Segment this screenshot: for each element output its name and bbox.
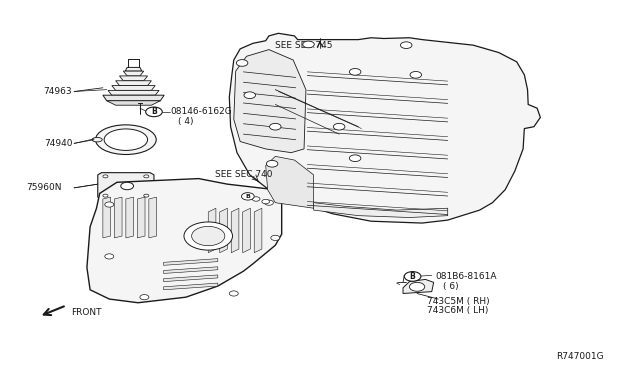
Polygon shape [138,197,145,238]
Polygon shape [229,33,540,223]
Text: SEE SEC.740: SEE SEC.740 [214,170,272,179]
Polygon shape [164,267,218,273]
Text: ( 4): ( 4) [178,118,194,126]
Polygon shape [164,283,218,290]
Circle shape [269,124,281,130]
Circle shape [252,197,260,201]
Circle shape [140,295,149,300]
Text: B: B [410,272,415,281]
Circle shape [401,42,412,48]
Circle shape [404,272,421,281]
Polygon shape [164,275,218,282]
Circle shape [184,222,232,250]
Circle shape [271,235,280,240]
Polygon shape [234,49,306,153]
Text: ( 6): ( 6) [444,282,459,291]
Polygon shape [112,86,156,90]
Polygon shape [116,81,152,86]
Circle shape [349,68,361,75]
Polygon shape [120,76,148,81]
Circle shape [105,254,114,259]
Polygon shape [208,208,216,253]
Polygon shape [254,208,262,253]
Circle shape [121,182,134,190]
Ellipse shape [104,129,148,150]
Text: 74940: 74940 [44,139,72,148]
Circle shape [236,60,248,66]
Circle shape [262,199,269,204]
Text: SEE SEC.745: SEE SEC.745 [275,41,333,51]
Circle shape [105,202,114,207]
Circle shape [266,160,278,167]
Polygon shape [108,90,159,95]
Polygon shape [103,95,164,101]
Text: 74963: 74963 [44,87,72,96]
Circle shape [191,227,225,246]
Polygon shape [231,208,239,253]
Polygon shape [149,197,157,238]
Polygon shape [266,156,314,208]
Polygon shape [107,101,161,105]
Polygon shape [115,197,122,238]
Polygon shape [403,279,434,294]
Ellipse shape [92,137,102,142]
Circle shape [303,41,314,48]
Text: B: B [151,108,157,116]
Polygon shape [103,197,111,238]
Polygon shape [164,259,218,265]
Text: 743C5M ( RH): 743C5M ( RH) [428,297,490,306]
Polygon shape [124,71,144,76]
Circle shape [349,155,361,161]
Polygon shape [314,203,448,218]
Text: R747001G: R747001G [556,352,604,361]
Circle shape [103,194,108,197]
Polygon shape [87,179,282,303]
Circle shape [241,193,254,200]
Circle shape [333,124,345,130]
Text: B: B [245,194,250,199]
Text: 743C6M ( LH): 743C6M ( LH) [428,307,489,315]
Text: 08146-6162G: 08146-6162G [170,108,232,116]
Circle shape [264,200,273,205]
Circle shape [229,291,238,296]
Circle shape [103,175,108,178]
Text: 75960N: 75960N [26,183,61,192]
Polygon shape [98,173,154,199]
Circle shape [146,107,163,117]
Polygon shape [125,67,142,71]
Text: 081B6-8161A: 081B6-8161A [435,272,497,281]
Circle shape [144,175,149,178]
Circle shape [410,282,425,291]
Polygon shape [220,208,227,253]
Circle shape [243,193,250,198]
Circle shape [244,92,255,99]
Circle shape [144,194,149,197]
Text: FRONT: FRONT [71,308,102,317]
Ellipse shape [95,125,156,154]
Polygon shape [243,208,250,253]
Polygon shape [126,197,134,238]
Circle shape [410,71,422,78]
